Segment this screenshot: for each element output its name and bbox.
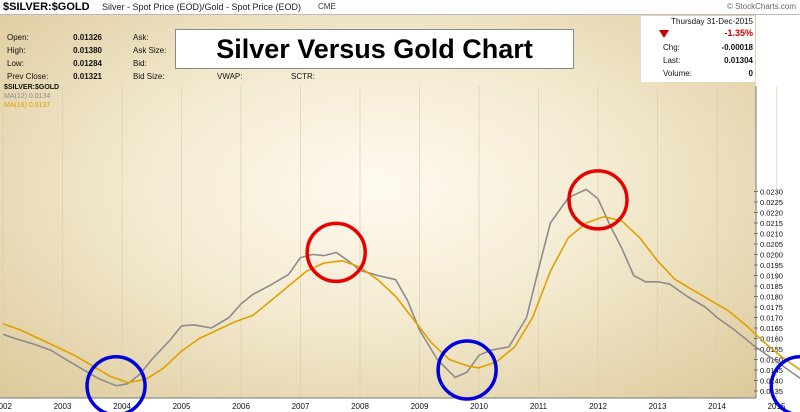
y-tick-label: 0.0215 [760, 219, 783, 228]
chart-legend: $SILVER:$GOLD MA(12) 0.0134 MA(18) 0.013… [4, 83, 59, 110]
x-tick-label: 2012 [589, 402, 607, 411]
trough-circle-blue [769, 355, 800, 412]
ma12-series-line [2, 188, 800, 387]
y-tick-label: 0.0145 [760, 366, 783, 375]
peak-circle-red [567, 169, 629, 231]
last-value: 0.01304 [724, 56, 753, 65]
plot-background [0, 15, 756, 398]
y-tick-label: 0.0200 [760, 251, 783, 260]
volume-value: 0 [748, 69, 753, 78]
chart-title-overlay: Silver Versus Gold Chart [175, 29, 574, 69]
symbol-header: $SILVER:$GOLD Silver - Spot Price (EOD)/… [0, 0, 800, 15]
x-tick-label: 2015 [768, 402, 786, 411]
quote-date: Thursday 31-Dec-2015 [671, 17, 753, 26]
y-tick-label: 0.0155 [760, 345, 783, 354]
peak-circle-red [305, 221, 367, 284]
y-tick-label: 0.0230 [760, 188, 783, 197]
bid-size-label: Bid Size: [133, 72, 165, 81]
trough-circle-blue [85, 355, 147, 412]
x-tick-label: 2006 [232, 402, 250, 411]
y-tick-label: 0.0180 [760, 293, 783, 302]
y-tick-label: 0.0175 [760, 303, 783, 312]
low-value: 0.01284 [73, 59, 102, 68]
prev-close-label: Prev Close: [7, 72, 49, 81]
y-tick-label: 0.0185 [760, 282, 783, 291]
symbol-description: Silver - Spot Price (EOD)/Gold - Spot Pr… [102, 2, 302, 12]
x-tick-label: 2013 [649, 402, 667, 411]
last-label: Last: [663, 56, 681, 65]
legend-symbol: $SILVER:$GOLD [4, 84, 60, 91]
y-tick-label: 0.0190 [760, 272, 783, 281]
open-label: Open: [7, 33, 29, 42]
x-tick-label: 2009 [411, 402, 429, 411]
vwap-label: VWAP: [217, 72, 243, 81]
x-tick-label: 2014 [708, 402, 726, 411]
high-label: High: [7, 46, 26, 55]
high-value: 0.01380 [73, 46, 102, 55]
legend-ma18: MA(18) 0.0137 [4, 102, 51, 109]
y-tick-label: 0.0225 [760, 198, 783, 207]
down-triangle-icon [659, 30, 669, 38]
volume-label: Volume: [663, 69, 692, 78]
exchange-label: CME [318, 2, 336, 11]
y-tick-label: 0.0150 [760, 356, 783, 365]
x-tick-label: 2002 [0, 402, 12, 411]
y-tick-label: 0.0210 [760, 230, 783, 239]
ask-size-label: Ask Size: [133, 46, 167, 55]
legend-ma12: MA(12) 0.0134 [4, 93, 51, 100]
x-tick-label: 2005 [173, 402, 191, 411]
x-tick-label: 2011 [530, 402, 548, 411]
stockcharts-credit: © StockCharts.com [726, 2, 796, 11]
chg-label: Chg: [663, 43, 680, 52]
x-tick-label: 2010 [470, 402, 488, 411]
change-percent: -1.35% [724, 28, 753, 38]
x-tick-label: 2003 [54, 402, 72, 411]
quote-summary-panel: Thursday 31-Dec-2015 -1.35% Chg: -0.0001… [640, 16, 755, 82]
bid-label: Bid: [133, 59, 147, 68]
trough-circle-blue [436, 339, 498, 401]
x-tick-label: 2008 [351, 402, 369, 411]
y-tick-label: 0.0195 [760, 261, 783, 270]
chg-value: -0.00018 [721, 43, 753, 52]
y-tick-label: 0.0205 [760, 240, 783, 249]
y-tick-label: 0.0165 [760, 324, 783, 333]
x-tick-label: 2004 [113, 402, 131, 411]
prev-close-value: 0.01321 [73, 72, 102, 81]
symbol-label: $SILVER:$GOLD [3, 1, 90, 13]
open-value: 0.01326 [73, 33, 102, 42]
low-label: Low: [7, 59, 24, 68]
sctr-label: SCTR: [291, 72, 315, 81]
ma18-series-line [2, 215, 800, 384]
y-tick-label: 0.0170 [760, 314, 783, 323]
ask-label: Ask: [133, 33, 149, 42]
y-tick-label: 0.0220 [760, 209, 783, 218]
x-tick-label: 2007 [292, 402, 310, 411]
y-tick-label: 0.0160 [760, 335, 783, 344]
